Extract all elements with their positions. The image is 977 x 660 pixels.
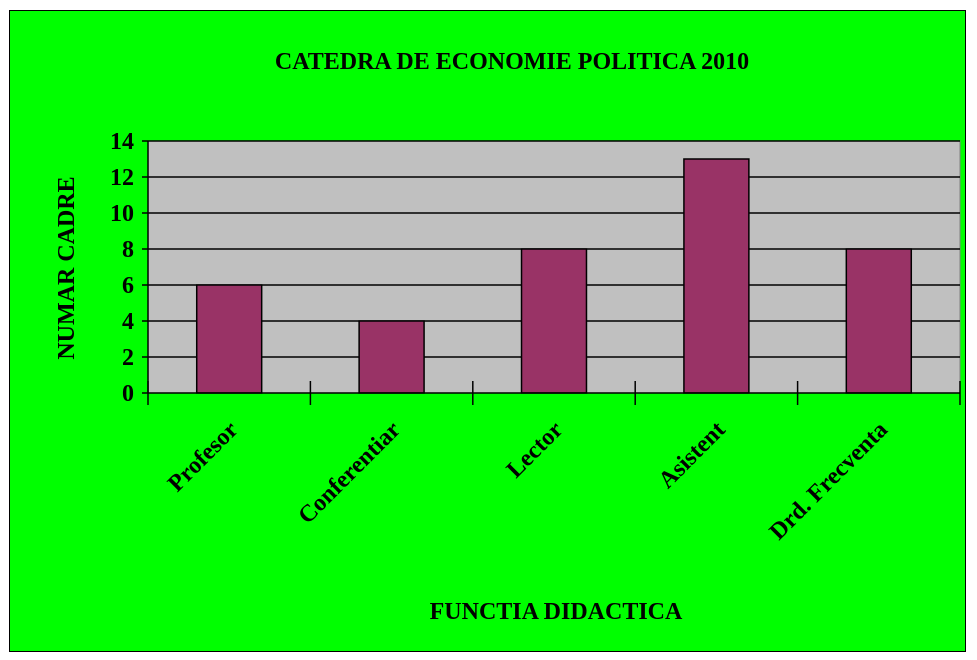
y-tick-label-14: 14 xyxy=(110,129,134,155)
y-axis-title: NUMAR CADRE xyxy=(54,176,80,359)
bar-profesor xyxy=(195,284,263,394)
y-tick-labels: 0 2 4 6 8 10 12 14 xyxy=(110,129,134,407)
y-tick-label-10: 10 xyxy=(110,201,134,227)
x-axis-title: FUNCTIA DIDACTICA xyxy=(430,599,683,625)
bars xyxy=(195,158,913,394)
bar-lector xyxy=(520,248,588,394)
x-tick-label-conferentiar: Conferentiar xyxy=(294,417,407,530)
axes xyxy=(142,140,961,405)
x-tick-labels: Profesor Conferentiar Lector Asistent Drd. F… xyxy=(163,417,893,546)
y-tick-label-8: 8 xyxy=(122,237,134,263)
y-tick-label-4: 4 xyxy=(122,309,134,335)
y-tick-label-6: 6 xyxy=(122,273,134,299)
x-tick-label-asistent: Asistent xyxy=(654,417,731,494)
bar-conferentiar xyxy=(358,320,425,394)
x-tick-label-drd-frecventa: Drd. Frecventa xyxy=(765,417,893,545)
y-tick-label-12: 12 xyxy=(110,165,134,191)
chart-title: CATEDRA DE ECONOMIE POLITICA 2010 xyxy=(275,49,749,75)
y-tick-label-2: 2 xyxy=(122,345,134,371)
bar-drd-frecventa xyxy=(845,248,913,394)
x-tick-label-profesor: Profesor xyxy=(163,417,244,498)
y-tick-label-0: 0 xyxy=(122,381,134,407)
bar-asistent xyxy=(683,158,750,394)
x-tick-label-lector: Lector xyxy=(502,417,569,484)
